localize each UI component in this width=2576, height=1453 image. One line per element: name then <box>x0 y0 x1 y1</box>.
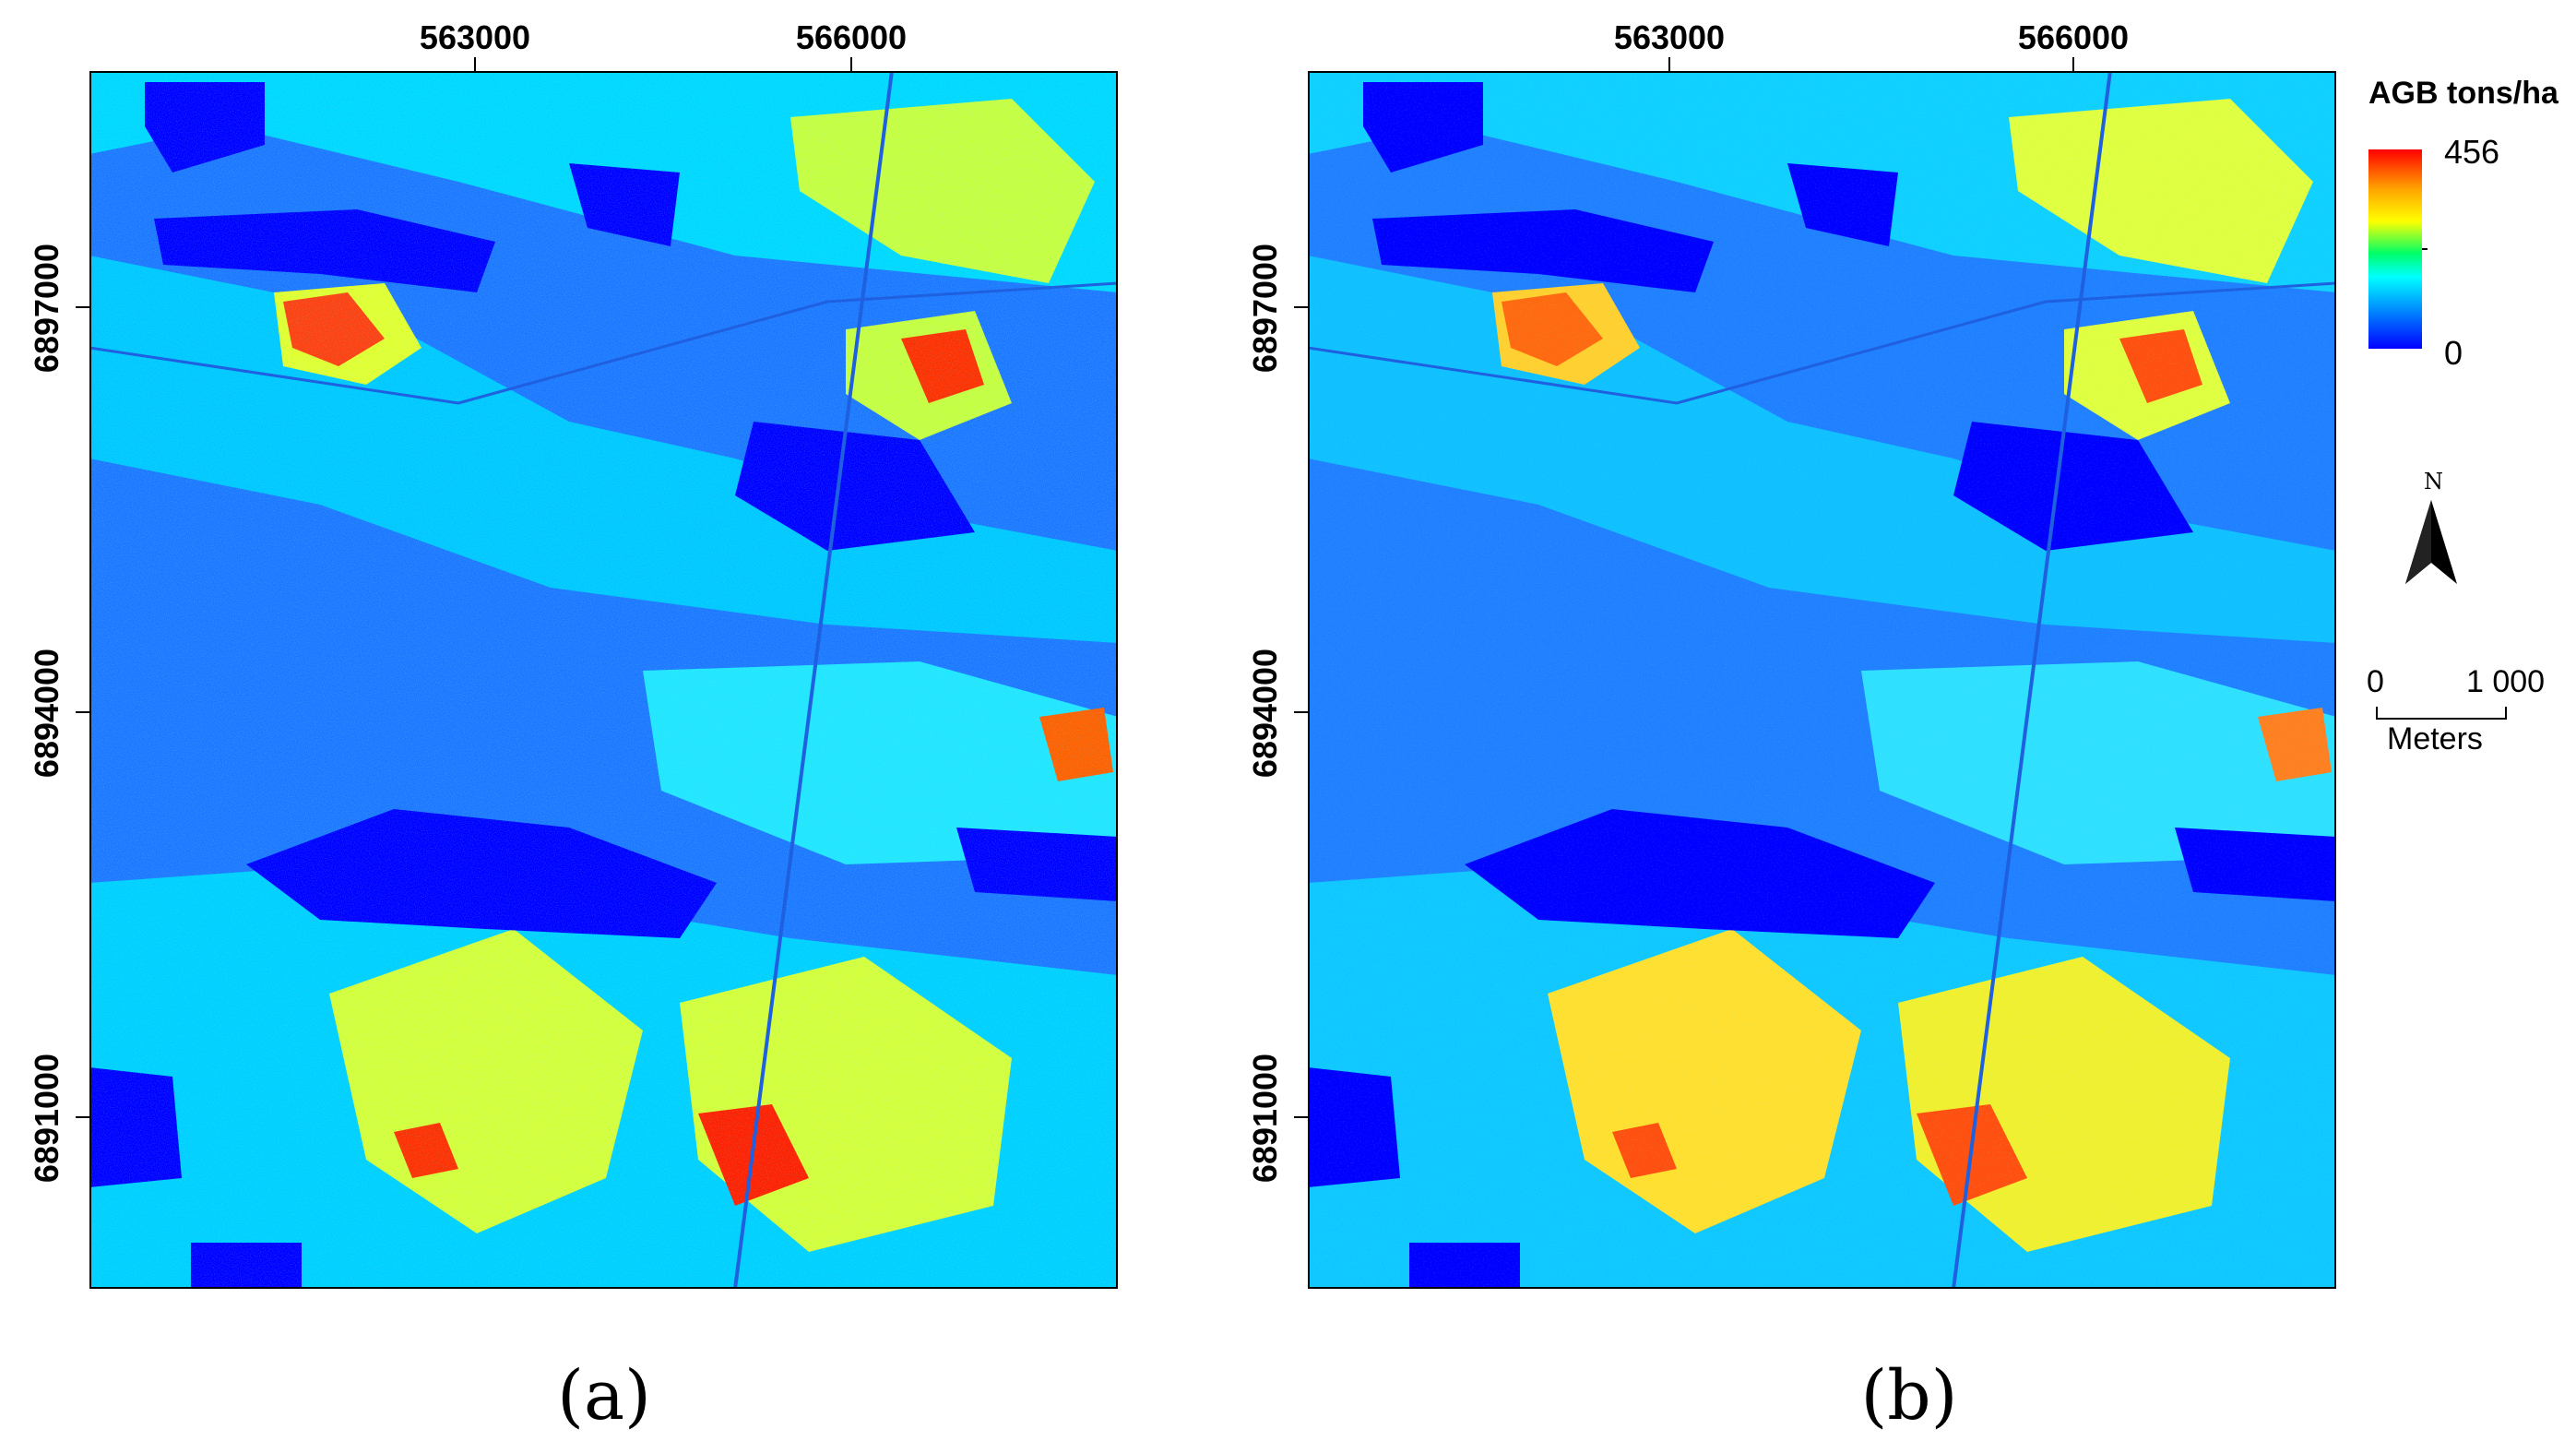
y-tick-label: 6891000 <box>1246 1053 1284 1184</box>
map-panel-b <box>1308 71 2336 1289</box>
x-tick-label: 566000 <box>2017 18 2130 56</box>
y-tick-label: 6894000 <box>28 648 65 779</box>
x-tick-label: 563000 <box>1613 18 1726 56</box>
y-tick-tickmark <box>76 1116 89 1118</box>
panel-label-b: (b) <box>1860 1356 1958 1435</box>
y-tick-tickmark <box>1294 711 1308 713</box>
agb-raster-b <box>1308 71 2336 1289</box>
legend-color-ramp <box>2368 149 2422 349</box>
y-tick-tickmark <box>76 306 89 308</box>
x-tick-label: 563000 <box>419 18 531 56</box>
north-arrow-icon <box>2405 500 2457 584</box>
y-tick-label: 6894000 <box>1246 648 1284 779</box>
x-tick-tickmark <box>2072 57 2074 71</box>
scale-bar-tick <box>2376 707 2378 720</box>
y-tick-label: 6897000 <box>28 243 65 374</box>
road <box>89 281 1118 405</box>
north-label: N <box>2424 469 2443 494</box>
x-tick-label: 566000 <box>795 18 908 56</box>
legend-max-label: 456 <box>2444 133 2500 171</box>
map-frame <box>1308 71 2336 1289</box>
y-tick-tickmark <box>1294 1116 1308 1118</box>
scale-end: 1 000 <box>2466 664 2546 699</box>
agb-raster-a <box>89 71 1118 1289</box>
panel-label-a: (a) <box>557 1356 651 1435</box>
y-tick-label: 6891000 <box>28 1053 65 1184</box>
y-tick-label: 6897000 <box>1246 243 1284 374</box>
legend-mid-tick <box>2422 248 2428 250</box>
scale-start: 0 <box>2367 664 2384 699</box>
x-tick-tickmark <box>1668 57 1670 71</box>
scale-bar-tick <box>2505 707 2507 720</box>
scale-bar-line <box>2376 718 2507 720</box>
road <box>733 71 894 1289</box>
map-frame <box>89 71 1118 1289</box>
road <box>1308 281 2336 405</box>
x-tick-tickmark <box>474 57 476 71</box>
y-tick-tickmark <box>1294 306 1308 308</box>
scale-unit: Meters <box>2387 721 2483 756</box>
road <box>1952 71 2112 1289</box>
legend-min-label: 0 <box>2444 334 2463 372</box>
map-panel-a <box>89 71 1118 1289</box>
x-tick-tickmark <box>850 57 852 71</box>
legend-title: AGB tons/ha <box>2368 76 2558 111</box>
y-tick-tickmark <box>76 711 89 713</box>
